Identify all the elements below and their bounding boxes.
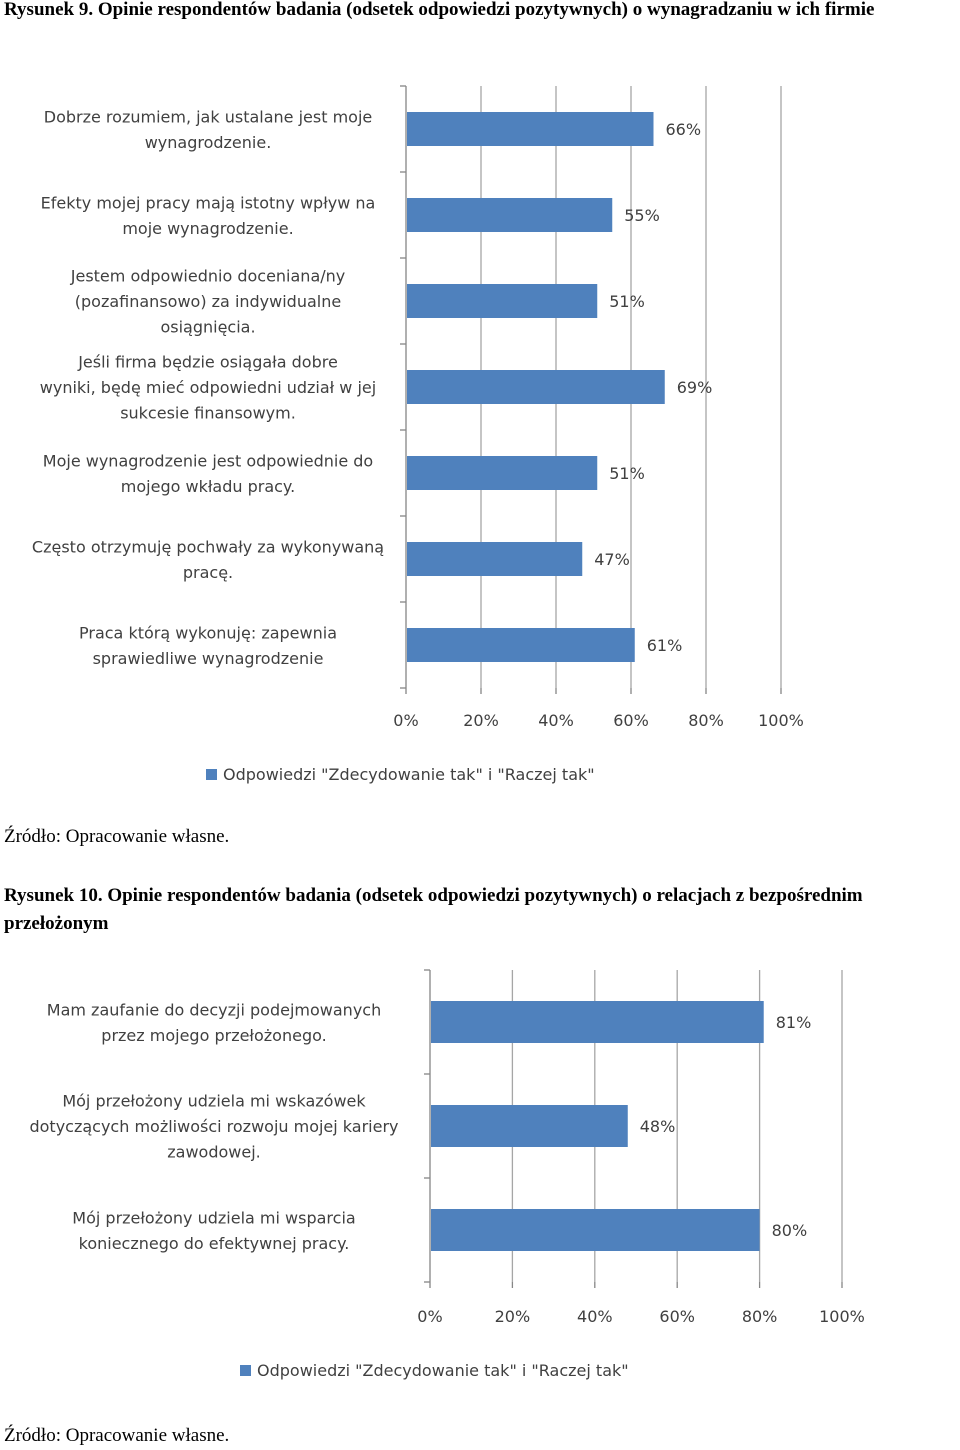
legend-swatch	[240, 1365, 251, 1376]
category-label: Jeśli firma będzie osiągała dobre wyniki,…	[40, 353, 376, 423]
figure-2-title: Rysunek 10. Opinie respondentów badania …	[4, 885, 863, 934]
data-label: 66%	[666, 120, 702, 139]
bar	[407, 628, 635, 662]
x-tick-label: 40%	[538, 711, 574, 730]
bar	[431, 1105, 628, 1147]
data-label: 81%	[776, 1013, 812, 1032]
chart-1: 0% 20% 40% 60% 80% 100% 66% Dobrze rozumiem, ja…	[32, 85, 804, 784]
category-label: Dobrze rozumiem, jak ustalane jest moje w…	[44, 107, 372, 152]
data-label: 51%	[609, 292, 645, 311]
x-tick-label: 60%	[659, 1307, 695, 1326]
bar	[431, 1001, 764, 1043]
category-label: Mój przełożony udziela mi wskazówek dotyc…	[29, 1092, 398, 1162]
legend-swatch	[206, 769, 217, 780]
category-label: Praca którą wykonuję: zapewnia sprawiedli…	[79, 623, 337, 668]
bar	[407, 198, 613, 232]
figure-1-title: Rysunek 9. Opinie respondentów badania (…	[4, 0, 875, 20]
bar	[407, 112, 654, 146]
legend-label: Odpowiedzi "Zdecydowanie tak" i "Raczej …	[223, 765, 595, 784]
data-label: 55%	[624, 206, 660, 225]
x-tick-label: 60%	[613, 711, 649, 730]
x-tick-label: 40%	[577, 1307, 613, 1326]
category-label: Mój przełożony udziela mi wsparcia koniec…	[72, 1208, 355, 1253]
bar	[407, 370, 665, 404]
legend-label: Odpowiedzi "Zdecydowanie tak" i "Raczej …	[257, 1361, 629, 1380]
data-label: 51%	[609, 464, 645, 483]
x-tick-label: 20%	[463, 711, 499, 730]
figure-2-source: Źródło: Opracowanie własne.	[4, 1425, 230, 1446]
x-tick-label: 100%	[819, 1307, 865, 1326]
bar	[407, 542, 583, 576]
category-label: Moje wynagrodzenie jest odpowiednie do mo…	[43, 451, 373, 496]
category-label: Mam zaufanie do decyzji podejmowanych prz…	[47, 1000, 381, 1045]
data-label: 47%	[594, 550, 630, 569]
data-label: 61%	[647, 636, 683, 655]
bar	[407, 284, 598, 318]
category-label: Efekty mojej pracy mają istotny wpływ na…	[41, 193, 376, 238]
category-label: Często otrzymuję pochwały za wykonywaną p…	[32, 537, 384, 582]
x-tick-label: 80%	[688, 711, 724, 730]
figure-1-source: Źródło: Opracowanie własne.	[4, 826, 230, 847]
data-label: 80%	[772, 1221, 808, 1240]
x-tick-label: 0%	[393, 711, 418, 730]
x-tick-label: 80%	[742, 1307, 778, 1326]
x-tick-label: 100%	[758, 711, 804, 730]
category-label: Jestem odpowiednio doceniana/ny (pozafina…	[70, 267, 346, 337]
data-label: 69%	[677, 378, 713, 397]
bar	[431, 1209, 760, 1251]
bar	[407, 456, 598, 490]
chart-2: 0% 20% 40% 60% 80% 100% 81% Mam zaufanie do dec…	[29, 969, 865, 1380]
x-tick-label: 0%	[417, 1307, 442, 1326]
data-label: 48%	[640, 1117, 676, 1136]
x-tick-label: 20%	[495, 1307, 531, 1326]
